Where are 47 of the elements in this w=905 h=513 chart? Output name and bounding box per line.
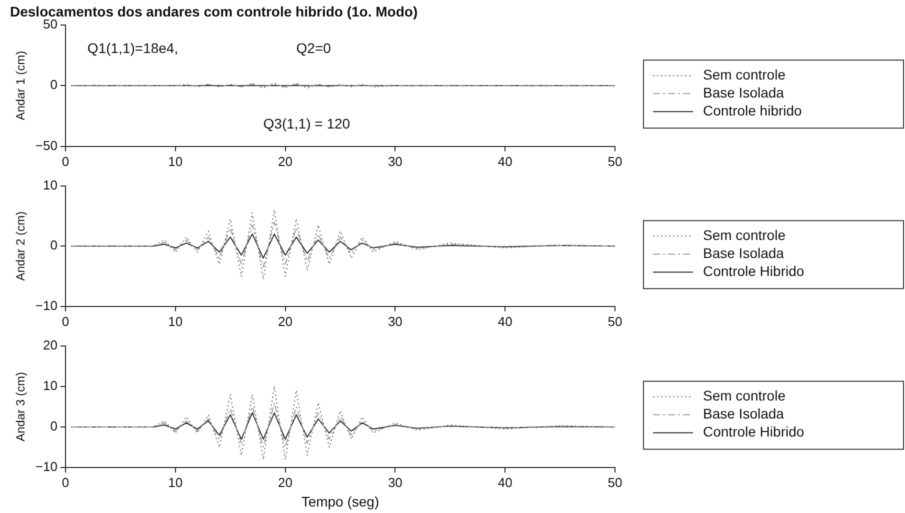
annotation: Q2=0: [296, 40, 332, 56]
x-tick-label: 40: [498, 314, 512, 329]
y-tick-label: 10: [42, 177, 58, 192]
annotation: Q3(1,1) = 120: [263, 115, 350, 132]
x-tick-label: 40: [498, 154, 512, 169]
x-tick-label: 40: [498, 474, 512, 490]
legend-label: Controle Hibrido: [703, 262, 804, 279]
legend-label: Controle hibrido: [703, 102, 802, 118]
x-tick-label: 10: [168, 474, 183, 490]
y-tick-label: 10: [42, 378, 58, 393]
legend-label: Controle Hibrido: [703, 424, 804, 440]
line-series: [70, 386, 615, 460]
x-tick-label: 50: [608, 154, 622, 169]
x-tick-label: 0: [62, 154, 70, 169]
y-axis-title: Andar 1 (cm): [14, 50, 28, 120]
x-tick-label: 10: [168, 154, 183, 169]
x-tick-label: 20: [278, 474, 293, 490]
y-tick-label: 0: [50, 418, 58, 434]
x-tick-label: 30: [388, 314, 402, 329]
y-tick-label: −50: [35, 138, 58, 153]
y-axis-title: Andar 2 (cm): [14, 211, 28, 281]
legend-label: Base Isolada: [703, 84, 784, 100]
x-tick-label: 50: [608, 474, 622, 490]
y-tick-label: −10: [35, 459, 58, 474]
x-tick-label: 30: [388, 154, 402, 169]
y-tick-label: 0: [50, 238, 58, 253]
x-tick-label: 50: [608, 314, 622, 329]
line-series: [70, 221, 615, 268]
y-axis-title: Andar 3 (cm): [14, 372, 28, 442]
line-series: [70, 402, 615, 448]
legend-label: Sem controle: [703, 226, 786, 243]
annotation: Q1(1,1)=18e4,: [87, 40, 178, 56]
x-tick-label: 0: [62, 314, 70, 329]
legend-label: Base Isolada: [703, 406, 784, 422]
y-tick-label: 0: [50, 77, 58, 92]
x-tick-label: 0: [62, 474, 70, 490]
legend-label: Sem controle: [703, 388, 786, 404]
y-tick-label: 20: [42, 337, 58, 352]
legend-label: Base Isolada: [703, 244, 784, 261]
y-tick-label: −10: [35, 298, 58, 313]
x-axis-title: Tempo (seg): [301, 493, 380, 510]
legend-label: Sem controle: [703, 66, 786, 82]
x-tick-label: 20: [278, 154, 293, 169]
x-tick-label: 30: [388, 474, 402, 490]
x-tick-label: 10: [168, 314, 183, 329]
x-tick-label: 20: [278, 314, 293, 329]
line-series: [70, 209, 615, 280]
